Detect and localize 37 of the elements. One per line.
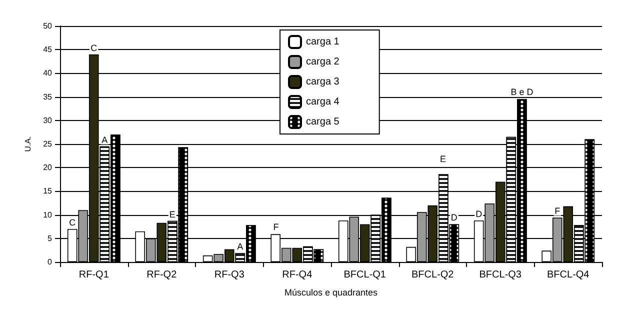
legend-label: carga 2: [306, 56, 340, 68]
x-tick-label: RF-Q3: [214, 270, 245, 280]
annotation: E: [440, 154, 446, 164]
annotation: C: [69, 217, 76, 228]
annotation: D: [450, 212, 458, 223]
annotation: B e D: [510, 87, 534, 97]
y-tick-label: 25: [43, 140, 53, 148]
annotation: F: [554, 206, 561, 216]
y-tick-label: 45: [43, 45, 53, 54]
x-axis-title: Músculos e quadrantes: [284, 288, 378, 298]
y-tick-label: 20: [43, 163, 53, 172]
x-tick-label: BFCL-Q4: [547, 270, 590, 280]
annotation: E: [169, 209, 176, 220]
y-tick-label: 0: [48, 258, 53, 266]
y-tick-label: 10: [43, 210, 53, 220]
legend-label: carga 4: [306, 96, 340, 108]
x-tick-label: RF-Q4: [282, 270, 313, 280]
annotation: D: [476, 208, 483, 219]
x-tick-label: BFCL-Q2: [412, 270, 454, 280]
legend-label: carga 5: [306, 116, 340, 128]
legend-label: carga 3: [306, 76, 340, 88]
y-tick-label: 50: [43, 22, 53, 30]
y-tick-label: 5: [48, 234, 53, 243]
x-tick-label: RF-Q1: [78, 270, 110, 280]
annotation: F: [273, 222, 280, 232]
legend-label: carga 1: [306, 36, 340, 48]
x-tick-label: BFCL-Q1: [344, 270, 386, 280]
y-axis-title: U.A.: [24, 136, 32, 152]
y-tick-label: 35: [43, 92, 53, 102]
x-tick-label: RF-Q2: [146, 270, 178, 280]
y-tick-label: 15: [43, 186, 53, 196]
annotation: A: [102, 134, 108, 145]
y-tick-label: 40: [43, 68, 53, 78]
x-tick-label: BFCL-Q3: [479, 270, 522, 280]
annotation: C: [90, 42, 98, 53]
y-tick-label: 30: [43, 116, 53, 125]
annotation: A: [237, 242, 244, 252]
